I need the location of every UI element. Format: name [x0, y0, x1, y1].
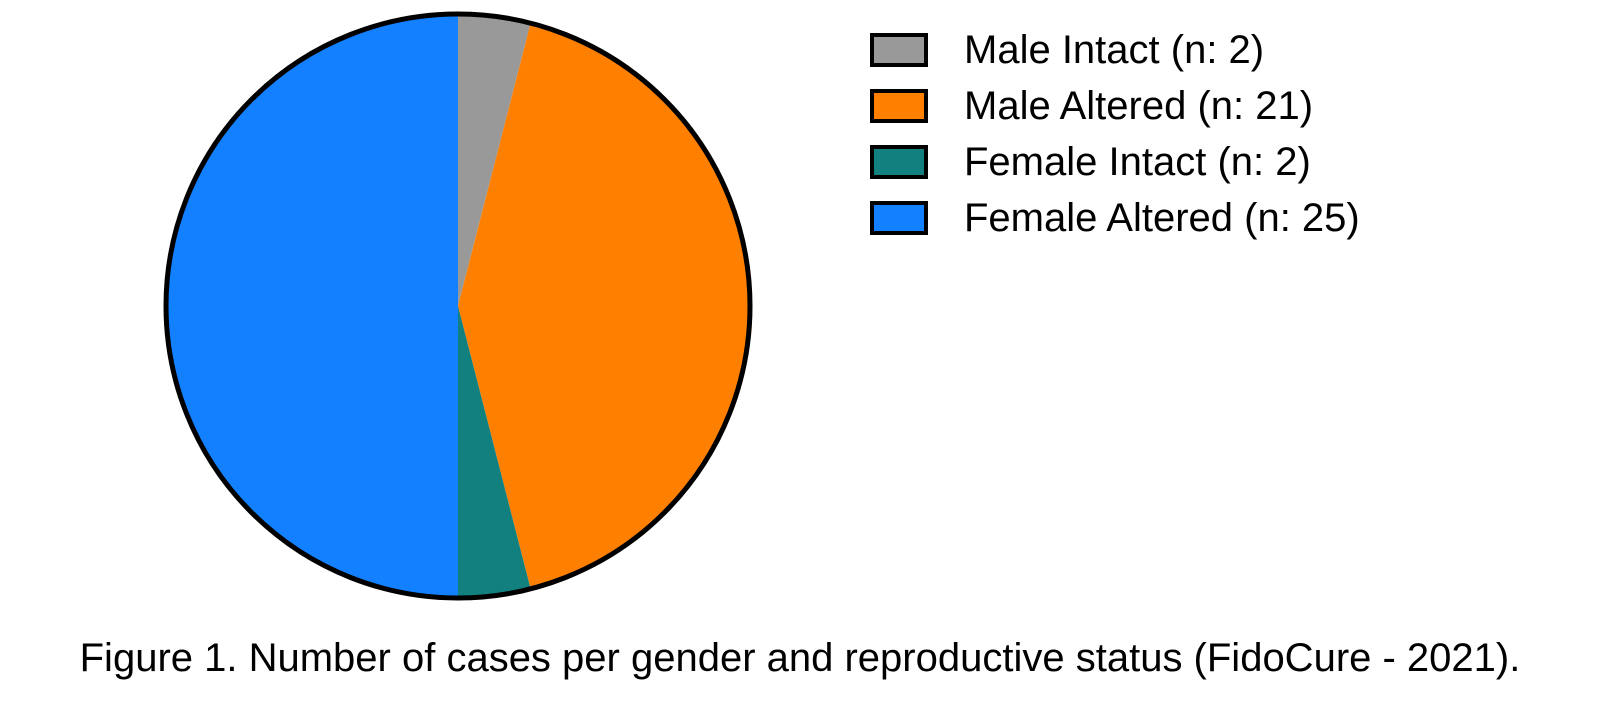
pie-chart	[163, 11, 753, 601]
legend-item: Male Altered (n: 21)	[870, 78, 1360, 134]
pie-outline	[163, 11, 753, 601]
legend-label: Female Intact (n: 2)	[964, 139, 1311, 184]
legend-label: Male Intact (n: 2)	[964, 27, 1265, 72]
pie-slice-male-intact	[458, 14, 531, 306]
legend-label: Male Altered (n: 21)	[964, 83, 1314, 128]
legend-swatch	[870, 145, 928, 179]
legend-item: Male Intact (n: 2)	[870, 22, 1360, 78]
legend-item: Female Altered (n: 25)	[870, 190, 1360, 246]
legend: Male Intact (n: 2) Male Altered (n: 21) Fe…	[870, 22, 1360, 246]
legend-swatch	[870, 201, 928, 235]
figure-caption: Figure 1. Number of cases per gender and…	[79, 636, 1521, 680]
pie-slice-female-altered	[166, 14, 458, 598]
legend-label: Female Altered (n: 25)	[964, 195, 1360, 240]
legend-swatch	[870, 33, 928, 67]
legend-item: Female Intact (n: 2)	[870, 134, 1360, 190]
pie-slice-male-altered	[458, 23, 750, 589]
pie-slices	[166, 14, 750, 598]
pie-slice-female-intact	[458, 306, 531, 598]
legend-swatch	[870, 89, 928, 123]
